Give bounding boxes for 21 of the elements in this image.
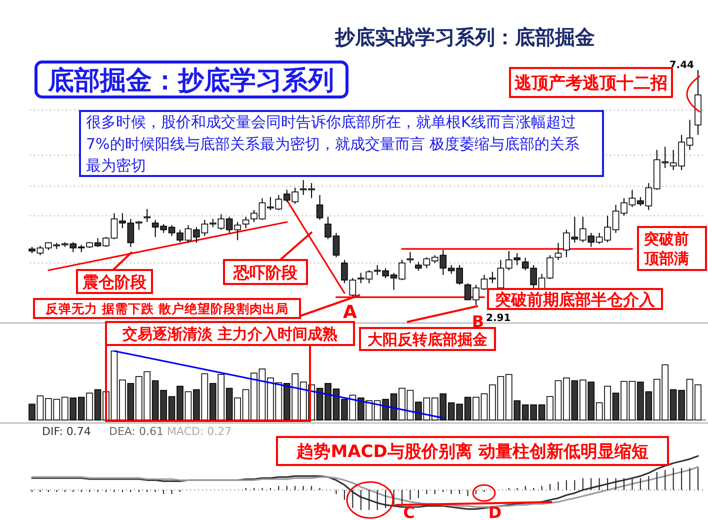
annotation: 震仓阶段: [82, 272, 148, 292]
annotation: 很多时候，股价和成交量会同时告诉你底部所在，就单根K线而言涨幅超过7%的时候阳线与底部关系最为密切，就成交量而言 极度萎缩与底部的关系最为密切: [86, 113, 580, 175]
chart-subtitle: 底部掘金：抄底学习系列: [47, 66, 334, 96]
text: 交易逐渐清淡 主力介入时间成熟: [121, 324, 338, 343]
text: DEA: 0.61: [109, 425, 164, 438]
text: 大阳反转底部掘金: [368, 330, 488, 348]
annotation: C: [403, 503, 415, 520]
annotation: D: [488, 503, 502, 520]
annotation: 7.44: [669, 60, 694, 71]
text: B: [472, 312, 484, 331]
annotation: 趋势MACD与股价别离 动量柱创新低明显缩短: [296, 442, 648, 462]
annotation: 恐吓阶段: [232, 262, 298, 282]
text: 2.91: [486, 313, 511, 324]
annotation: A: [343, 302, 358, 323]
chart-title: 抄底实战学习系列：底部掘金: [334, 25, 595, 49]
annotation: 逃顶产考逃顶十二招: [514, 74, 668, 94]
annotation: 反弹无力 据需下跌 散户绝望阶段割肉出局: [44, 301, 288, 316]
annotation: 突破前顶部满: [643, 230, 689, 268]
annotation: 突破前期底部半仓介入: [494, 290, 656, 309]
text: MACD: 0.27: [167, 425, 232, 438]
text: DIF: 0.74: [42, 425, 91, 438]
